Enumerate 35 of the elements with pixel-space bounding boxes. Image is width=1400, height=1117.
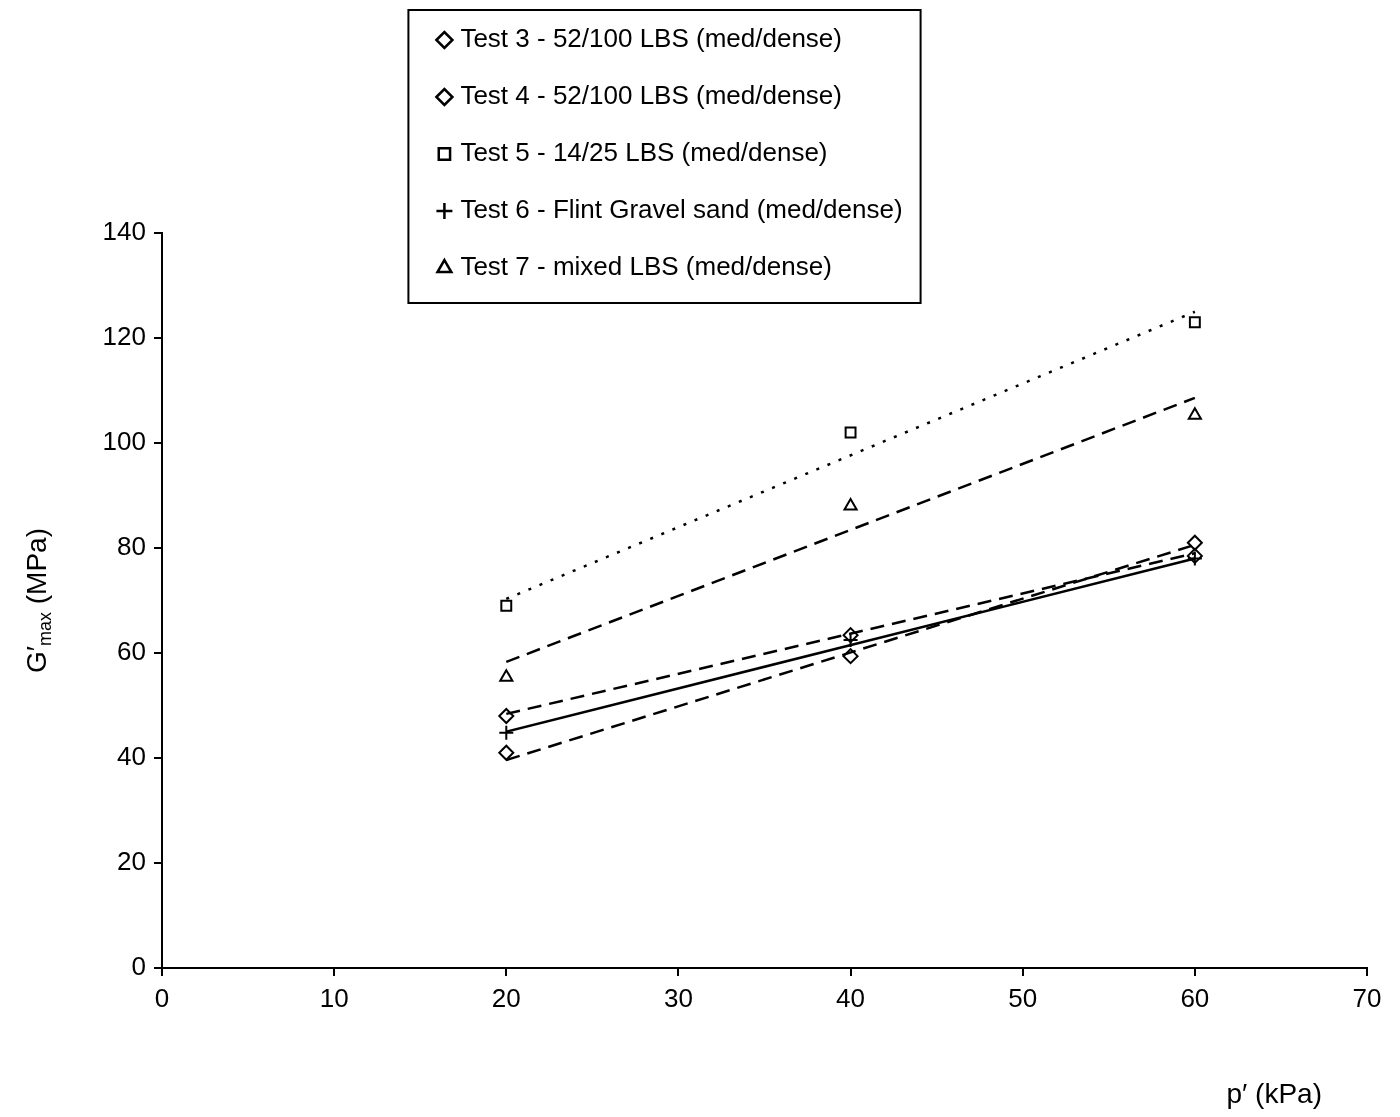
point [1188, 316, 1201, 329]
y-tick-label: 60 [117, 636, 146, 667]
point [500, 599, 513, 612]
y-tick-label: 40 [117, 741, 146, 772]
legend-label: Test 5 - 14/25 LBS (med/dense) [460, 137, 828, 168]
legend-label: Test 3 - 52/100 LBS (med/dense) [460, 23, 842, 54]
x-tick-label: 50 [1008, 982, 1038, 1013]
y-tick-label: 140 [102, 216, 146, 247]
y-tick-label: 80 [117, 531, 146, 562]
x-axis-title: p′ (kPa) [1226, 1077, 1322, 1109]
legend-label: Test 6 - Flint Gravel sand (med/dense) [460, 194, 903, 225]
point [1187, 407, 1202, 420]
point [842, 648, 859, 665]
x-tick-label: 70 [1352, 982, 1382, 1013]
point [498, 744, 515, 761]
y-tick-label: 100 [102, 426, 146, 457]
x-tick-label: 60 [1180, 982, 1210, 1013]
y-axis-title: G′max (MPa) [20, 527, 56, 674]
point [498, 708, 515, 724]
y-tick-label: 120 [102, 321, 146, 352]
x-tick-label: 30 [663, 982, 693, 1013]
point [498, 724, 515, 741]
point [842, 627, 859, 644]
x-tick-label: 0 [154, 982, 170, 1013]
point [499, 669, 514, 682]
point [844, 426, 857, 439]
x-tick-label: 20 [491, 982, 521, 1013]
x-tick-label: 40 [836, 982, 866, 1013]
legend-label: Test 7 - mixed LBS (med/dense) [460, 251, 832, 282]
legend-label: Test 4 - 52/100 LBS (med/dense) [460, 80, 842, 111]
y-tick-label: 20 [117, 846, 146, 877]
point [1186, 534, 1203, 551]
point [843, 498, 858, 511]
x-tick-label: 10 [319, 982, 349, 1013]
y-tick-label: 0 [131, 951, 146, 982]
